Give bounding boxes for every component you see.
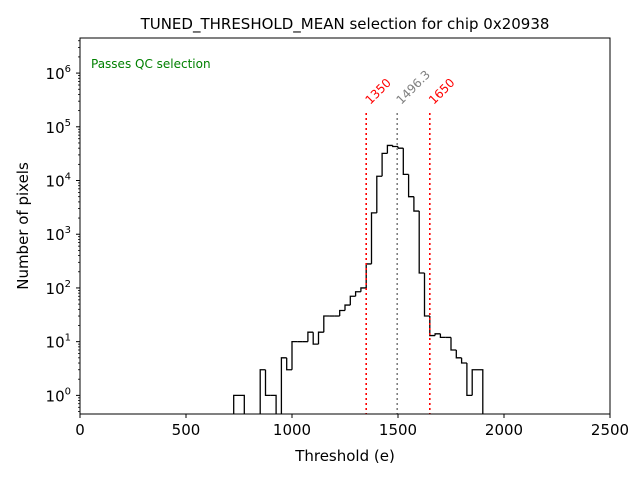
histogram-bin bbox=[450, 337, 457, 351]
histogram-bin bbox=[423, 272, 430, 317]
histogram-bin bbox=[460, 357, 467, 364]
y-tick-label: 102 bbox=[46, 279, 71, 298]
x-tick-label: 0 bbox=[75, 421, 85, 439]
histogram-bin bbox=[270, 394, 277, 414]
cut-line-label: 1650 bbox=[426, 76, 457, 107]
y-tick-label: 100 bbox=[46, 386, 71, 405]
histogram-bin bbox=[323, 315, 330, 333]
histogram-bin bbox=[307, 331, 314, 342]
x-tick-label: 2000 bbox=[485, 421, 523, 439]
histogram-bin bbox=[317, 331, 324, 345]
histogram-bin bbox=[291, 341, 298, 370]
histogram-bin bbox=[434, 333, 441, 336]
y-tick-label: 105 bbox=[46, 118, 71, 137]
y-tick-label: 106 bbox=[46, 64, 71, 83]
histogram-bin bbox=[354, 291, 361, 297]
histogram-bin bbox=[344, 304, 351, 311]
x-tick-label: 1500 bbox=[379, 421, 417, 439]
histogram-bin bbox=[349, 295, 356, 306]
histogram-bin bbox=[264, 369, 271, 397]
histogram-bin bbox=[233, 394, 239, 414]
histogram-bin bbox=[439, 333, 446, 339]
histogram-bin bbox=[386, 144, 393, 154]
cut-line-label: 1350 bbox=[362, 76, 393, 107]
histogram-bin bbox=[471, 369, 478, 396]
histogram-bin bbox=[259, 369, 266, 414]
histogram-bin bbox=[392, 145, 398, 148]
histogram-bin bbox=[280, 357, 287, 414]
histogram-bin bbox=[339, 309, 345, 317]
histogram-bin bbox=[370, 212, 377, 264]
x-tick-label: 1000 bbox=[273, 421, 311, 439]
histogram-bin bbox=[239, 394, 245, 414]
histogram-bin bbox=[312, 332, 319, 345]
histogram-bin bbox=[397, 146, 404, 149]
histogram-bin bbox=[381, 152, 388, 177]
histogram-bin bbox=[429, 316, 436, 337]
y-tick-label: 104 bbox=[46, 172, 71, 191]
histogram-bin bbox=[402, 148, 409, 176]
histogram-bin bbox=[455, 349, 462, 359]
histogram-bin bbox=[418, 211, 425, 274]
y-tick-label: 103 bbox=[46, 225, 71, 244]
y-axis: 100 101 102 103 104 105 106 bbox=[46, 40, 80, 412]
x-tick-label: 2500 bbox=[591, 421, 629, 439]
histogram-bin bbox=[360, 287, 367, 292]
histogram-bin bbox=[413, 196, 420, 212]
x-axis: 0 500 1000 1500 2000 2500 bbox=[75, 414, 629, 439]
chart-title: TUNED_THRESHOLD_MEAN selection for chip … bbox=[140, 15, 550, 34]
annotation-passes-qc: Passes QC selection bbox=[91, 57, 211, 71]
x-tick-label: 500 bbox=[172, 421, 201, 439]
y-tick-label: 101 bbox=[46, 333, 71, 352]
histogram-bin bbox=[477, 369, 484, 414]
axes-frame bbox=[79, 37, 611, 415]
histogram-bin bbox=[466, 363, 473, 397]
histogram-bin bbox=[376, 175, 383, 213]
y-axis-label: Number of pixels bbox=[14, 162, 32, 290]
x-axis-label: Threshold (e) bbox=[294, 447, 395, 465]
histogram-bin bbox=[407, 174, 414, 198]
histogram-bin bbox=[286, 357, 292, 371]
cut-line-label: 1496.3 bbox=[393, 68, 433, 108]
